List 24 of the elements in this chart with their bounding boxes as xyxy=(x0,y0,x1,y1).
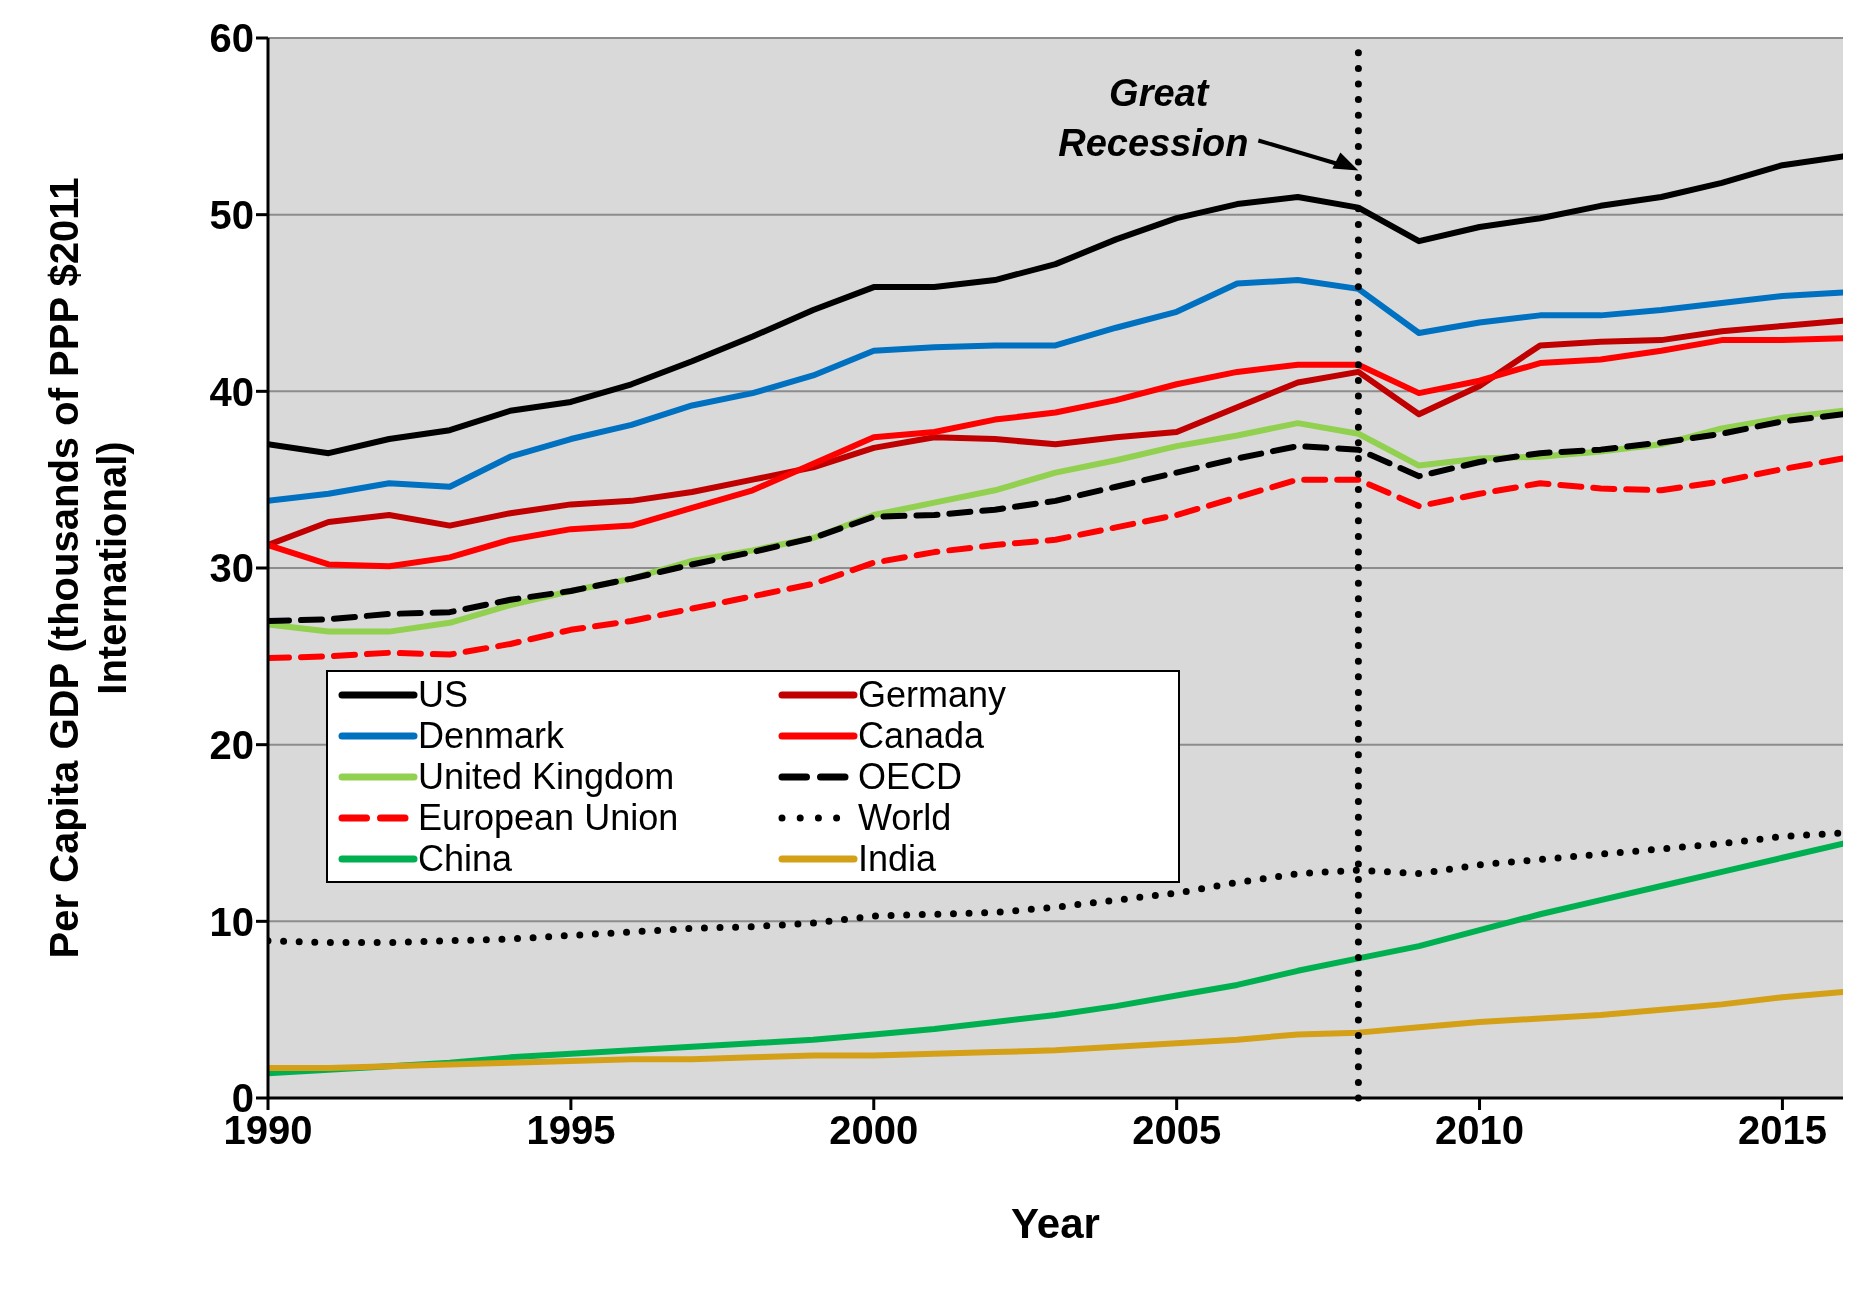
legend-label: European Union xyxy=(418,797,679,838)
y-tick-label: 30 xyxy=(209,546,254,591)
y-tick-label: 60 xyxy=(209,16,254,61)
legend-label: Denmark xyxy=(418,715,565,756)
legend-label: World xyxy=(858,797,952,838)
x-tick-label: 2015 xyxy=(1737,1108,1827,1153)
annotation: Great Recession xyxy=(1058,71,1249,164)
y-tick-label: 10 xyxy=(209,899,254,944)
y-tick-label: 50 xyxy=(209,192,254,237)
legend-label: India xyxy=(858,838,937,879)
y-axis-title: Per Capita GDP (thousands of PPP $2011 International) xyxy=(42,177,134,959)
x-axis-title: Year xyxy=(1011,1200,1100,1247)
x-tick-label: 2000 xyxy=(829,1108,919,1153)
legend-label: US xyxy=(418,674,469,715)
legend-label: United Kingdom xyxy=(418,756,675,797)
x-tick-label: 2005 xyxy=(1132,1108,1222,1153)
x-tick-label: 1995 xyxy=(526,1108,616,1153)
x-tick-label: 2010 xyxy=(1435,1108,1525,1153)
legend-label: OECD xyxy=(858,756,963,797)
y-tick-label: 40 xyxy=(209,369,254,414)
legend-label: Germany xyxy=(858,674,1007,715)
legend-label: China xyxy=(418,838,513,879)
legend-label: Canada xyxy=(858,715,985,756)
y-tick-label: 20 xyxy=(209,722,254,767)
